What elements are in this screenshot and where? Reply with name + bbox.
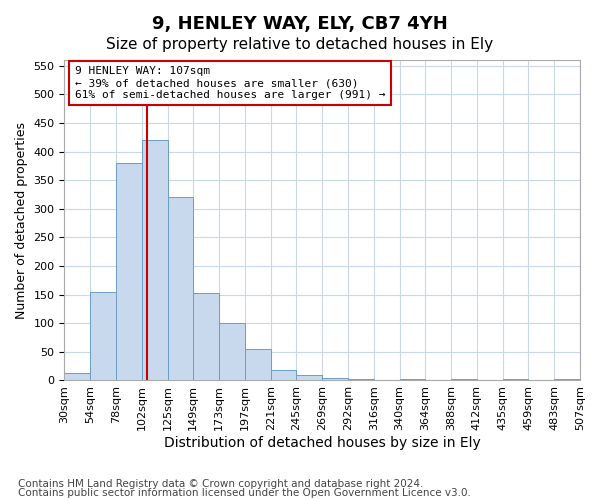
Bar: [245, 349, 271, 380]
Y-axis label: Number of detached properties: Number of detached properties: [15, 122, 28, 318]
Bar: [167, 198, 193, 380]
Bar: [116, 163, 142, 380]
Text: Contains public sector information licensed under the Open Government Licence v3: Contains public sector information licen…: [18, 488, 471, 498]
Bar: [193, 293, 219, 380]
Bar: [451, 378, 477, 380]
Bar: [322, 378, 348, 380]
Bar: [554, 378, 580, 380]
Bar: [271, 370, 296, 380]
Text: Size of property relative to detached houses in Ely: Size of property relative to detached ho…: [106, 38, 494, 52]
Bar: [400, 378, 425, 380]
Text: 9 HENLEY WAY: 107sqm
← 39% of detached houses are smaller (630)
61% of semi-deta: 9 HENLEY WAY: 107sqm ← 39% of detached h…: [75, 66, 385, 100]
Bar: [296, 374, 322, 380]
Text: Contains HM Land Registry data © Crown copyright and database right 2024.: Contains HM Land Registry data © Crown c…: [18, 479, 424, 489]
Bar: [348, 378, 374, 380]
Bar: [142, 140, 167, 380]
Text: 9, HENLEY WAY, ELY, CB7 4YH: 9, HENLEY WAY, ELY, CB7 4YH: [152, 15, 448, 33]
Bar: [503, 378, 529, 380]
X-axis label: Distribution of detached houses by size in Ely: Distribution of detached houses by size …: [164, 436, 481, 450]
Bar: [90, 292, 116, 380]
Bar: [219, 323, 245, 380]
Bar: [64, 373, 90, 380]
